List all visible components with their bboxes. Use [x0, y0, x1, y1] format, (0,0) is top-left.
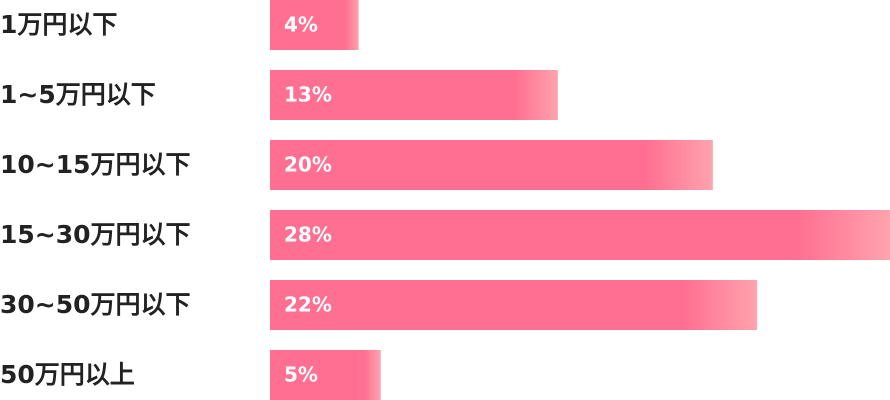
bar	[270, 280, 758, 330]
value-label: 4%	[284, 13, 318, 37]
bar	[270, 350, 381, 400]
category-label: 15~30万円以下	[0, 220, 191, 249]
bar	[270, 70, 558, 120]
value-label: 28%	[284, 223, 332, 247]
category-label: 1~5万円以下	[0, 80, 156, 109]
category-label: 50万円以上	[0, 360, 135, 389]
value-label: 20%	[284, 153, 332, 177]
bar	[270, 140, 713, 190]
bar	[270, 0, 359, 50]
category-label: 30~50万円以下	[0, 290, 191, 319]
category-label: 1万円以下	[0, 10, 117, 39]
value-label: 13%	[284, 83, 332, 107]
category-label: 10~15万円以下	[0, 150, 191, 179]
value-label: 22%	[284, 293, 332, 317]
value-label: 5%	[284, 363, 318, 387]
bar	[270, 210, 890, 260]
